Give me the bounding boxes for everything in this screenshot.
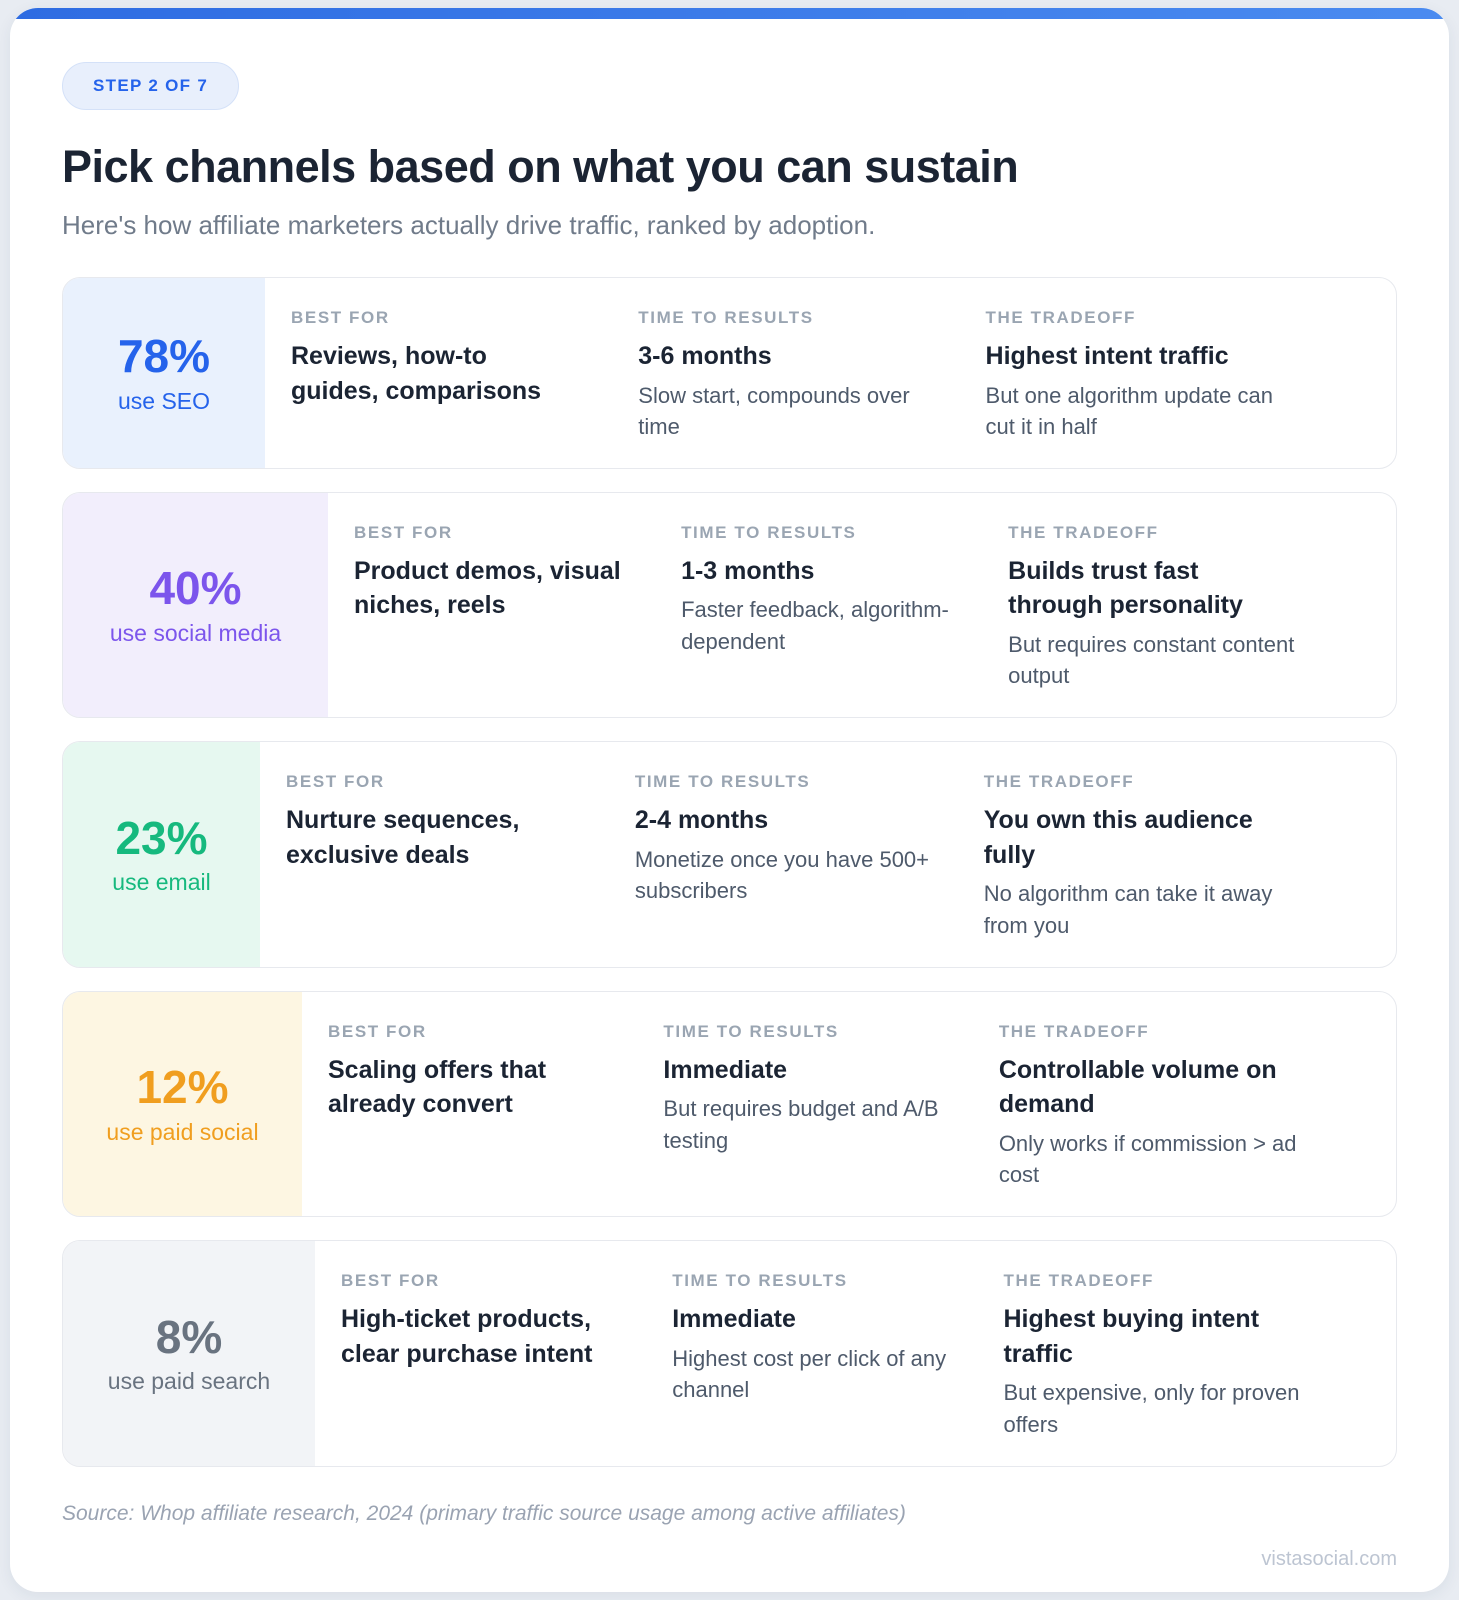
channel-row-paid-social: 12% use paid social BEST FOR Scaling off… (62, 990, 1397, 1218)
tradeoff-note: But expensive, only for proven offers (1003, 1380, 1300, 1437)
channel-percent: 23% (115, 811, 208, 864)
channel-row-paid-search: 8% use paid search BEST FOR High-ticket … (62, 1240, 1397, 1467)
time-to-results-column: TIME TO RESULTS 3-6 months Slow start, c… (638, 308, 981, 442)
infographic-card: STEP 2 OF 7 Pick channels based on what … (10, 8, 1449, 1592)
tradeoff-note: Only works if commission > ad cost (998, 1130, 1297, 1188)
tradeoff-value: Controllable volume on demand (998, 1055, 1277, 1119)
best-for-value: Nurture sequences, exclusive deals (286, 806, 520, 869)
channel-row-social-media: 40% use social media BEST FOR Product de… (62, 491, 1397, 719)
column-heading: TIME TO RESULTS (672, 1271, 848, 1291)
time-note: Slow start, compounds over time (638, 382, 910, 439)
column-heading: TIME TO RESULTS (638, 308, 814, 327)
time-value: Immediate (672, 1305, 796, 1334)
best-for-column: BEST FOR High-ticket products, clear pur… (341, 1271, 668, 1439)
channel-details: BEST FOR Product demos, visual niches, r… (328, 493, 1396, 717)
channel-percent: 12% (136, 1061, 229, 1114)
watermark: vistasocial.com (1261, 1547, 1397, 1570)
column-heading: THE TRADEOFF (998, 1021, 1150, 1041)
page-subtitle: Here's how affiliate marketers actually … (62, 210, 876, 240)
tradeoff-value: Builds trust fast through personality (1008, 556, 1243, 620)
channel-stat-panel: 8% use paid search (63, 1241, 315, 1466)
source-note: Source: Whop affiliate research, 2024 (p… (62, 1501, 906, 1525)
tradeoff-column: THE TRADEOFF Highest intent traffic But … (986, 308, 1370, 442)
column-heading: TIME TO RESULTS (681, 522, 857, 542)
column-heading: THE TRADEOFF (1003, 1271, 1154, 1291)
best-for-value: Reviews, how-to guides, comparisons (291, 342, 542, 405)
channel-details: BEST FOR High-ticket products, clear pur… (315, 1241, 1396, 1465)
best-for-value: Scaling offers that already convert (328, 1055, 547, 1119)
channel-stat-panel: 23% use email (63, 742, 260, 967)
time-to-results-column: TIME TO RESULTS 2-4 months Monetize once… (635, 772, 980, 940)
column-heading: BEST FOR (341, 1271, 440, 1291)
channel-details: BEST FOR Nurture sequences, exclusive de… (260, 742, 1396, 966)
time-to-results-column: TIME TO RESULTS Immediate Highest cost p… (672, 1271, 999, 1439)
column-heading: TIME TO RESULTS (663, 1021, 839, 1041)
time-to-results-column: TIME TO RESULTS 1-3 months Faster feedba… (681, 523, 1004, 691)
best-for-column: BEST FOR Product demos, visual niches, r… (354, 523, 677, 691)
page-title: Pick channels based on what you can sust… (62, 141, 1019, 192)
tradeoff-column: THE TRADEOFF Highest buying intent traff… (1003, 1271, 1370, 1439)
best-for-column: BEST FOR Reviews, how-to guides, compari… (291, 308, 634, 442)
channel-stat-panel: 40% use social media (63, 492, 328, 718)
tradeoff-note: But requires constant content output (1008, 631, 1295, 689)
channel-label: use social media (109, 620, 282, 646)
column-heading: BEST FOR (328, 1021, 427, 1041)
time-to-results-column: TIME TO RESULTS Immediate But requires b… (663, 1022, 994, 1190)
channel-details: BEST FOR Scaling offers that already con… (302, 992, 1396, 1216)
tradeoff-value: Highest intent traffic (985, 342, 1229, 370)
time-note: But requires budget and A/B testing (663, 1096, 939, 1153)
time-value: 3-6 months (638, 342, 772, 370)
column-heading: BEST FOR (291, 308, 390, 327)
column-heading: THE TRADEOFF (985, 308, 1136, 327)
best-for-column: BEST FOR Scaling offers that already con… (328, 1022, 659, 1190)
column-heading: TIME TO RESULTS (634, 772, 811, 792)
channel-label: use paid social (106, 1118, 259, 1145)
top-accent-bar (10, 8, 1449, 19)
channel-rows: 78% use SEO BEST FOR Reviews, how-to gui… (62, 277, 1397, 1467)
channel-percent: 40% (149, 562, 242, 615)
channel-percent: 8% (155, 1310, 223, 1363)
time-note: Monetize once you have 500+ subscribers (634, 846, 930, 904)
channel-row-email: 23% use email BEST FOR Nurture sequences… (62, 741, 1397, 968)
time-note: Faster feedback, algorithm-dependent (681, 597, 949, 654)
channel-details: BEST FOR Reviews, how-to guides, compari… (265, 278, 1396, 468)
best-for-value: Product demos, visual niches, reels (354, 556, 621, 620)
tradeoff-column: THE TRADEOFF Controllable volume on dema… (999, 1022, 1370, 1190)
column-heading: BEST FOR (354, 522, 453, 542)
tradeoff-value: You own this audience fully (983, 806, 1253, 869)
channel-label: use SEO (117, 387, 211, 414)
best-for-value: High-ticket products, clear purchase int… (341, 1305, 593, 1368)
channel-stat-panel: 78% use SEO (63, 278, 265, 468)
time-note: Highest cost per click of any channel (672, 1345, 947, 1403)
tradeoff-note: No algorithm can take it away from you (983, 881, 1273, 938)
card-content: STEP 2 OF 7 Pick channels based on what … (10, 19, 1449, 1571)
column-heading: THE TRADEOFF (1008, 522, 1159, 542)
step-badge: STEP 2 OF 7 (62, 62, 240, 110)
best-for-column: BEST FOR Nurture sequences, exclusive de… (286, 772, 631, 940)
time-value: 1-3 months (681, 556, 815, 585)
channel-percent: 78% (117, 330, 211, 383)
tradeoff-column: THE TRADEOFF You own this audience fully… (984, 772, 1370, 940)
time-value: 2-4 months (634, 806, 769, 835)
channel-row-seo: 78% use SEO BEST FOR Reviews, how-to gui… (62, 277, 1397, 469)
channel-label: use paid search (107, 1368, 271, 1395)
column-heading: BEST FOR (286, 772, 385, 792)
channel-label: use email (112, 869, 211, 896)
column-heading: THE TRADEOFF (983, 772, 1135, 792)
tradeoff-value: Highest buying intent traffic (1003, 1305, 1260, 1368)
time-value: Immediate (663, 1055, 788, 1084)
channel-stat-panel: 12% use paid social (63, 991, 302, 1217)
tradeoff-note: But one algorithm update can cut it in h… (985, 382, 1273, 439)
tradeoff-column: THE TRADEOFF Builds trust fast through p… (1008, 523, 1370, 691)
